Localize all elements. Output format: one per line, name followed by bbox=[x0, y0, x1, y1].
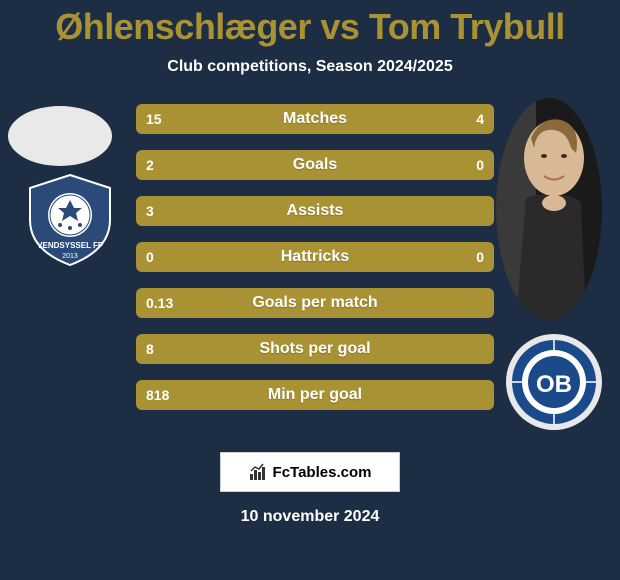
stat-left-value: 0 bbox=[146, 249, 154, 265]
stat-bar: 0 Hattricks 0 bbox=[136, 242, 494, 272]
stat-bar: 15 Matches 4 bbox=[136, 104, 494, 134]
stat-left-value: 0.13 bbox=[146, 295, 173, 311]
stat-left-value: 3 bbox=[146, 203, 154, 219]
stat-label: Hattricks bbox=[281, 248, 349, 266]
stat-label: Goals bbox=[293, 156, 337, 174]
page-title: Øhlenschlæger vs Tom Trybull bbox=[0, 0, 620, 48]
stat-bar: 818 Min per goal bbox=[136, 380, 494, 410]
stats-bars: 15 Matches 4 2 Goals 0 3 Assists 0 Hattr… bbox=[136, 104, 494, 426]
stat-left-value: 15 bbox=[146, 111, 162, 127]
stat-label: Matches bbox=[283, 110, 347, 128]
chart-icon bbox=[249, 463, 267, 481]
stat-label: Goals per match bbox=[252, 294, 377, 312]
stat-right-value: 0 bbox=[476, 157, 484, 173]
stat-right-value: 0 bbox=[476, 249, 484, 265]
stat-bar: 2 Goals 0 bbox=[136, 150, 494, 180]
stat-bar: 0.13 Goals per match bbox=[136, 288, 494, 318]
footer-date: 10 november 2024 bbox=[0, 508, 620, 526]
stat-left-value: 818 bbox=[146, 387, 169, 403]
stat-left-value: 8 bbox=[146, 341, 154, 357]
stats-container: 15 Matches 4 2 Goals 0 3 Assists 0 Hattr… bbox=[0, 104, 620, 434]
brand-badge[interactable]: FcTables.com bbox=[220, 452, 400, 492]
stat-right-value: 4 bbox=[476, 111, 484, 127]
stat-left-value: 2 bbox=[146, 157, 154, 173]
stat-bar: 8 Shots per goal bbox=[136, 334, 494, 364]
stat-bar: 3 Assists bbox=[136, 196, 494, 226]
stat-label: Min per goal bbox=[268, 386, 362, 404]
page-subtitle: Club competitions, Season 2024/2025 bbox=[0, 58, 620, 76]
brand-text: FcTables.com bbox=[273, 464, 372, 481]
stat-label: Shots per goal bbox=[259, 340, 370, 358]
stat-label: Assists bbox=[287, 202, 344, 220]
